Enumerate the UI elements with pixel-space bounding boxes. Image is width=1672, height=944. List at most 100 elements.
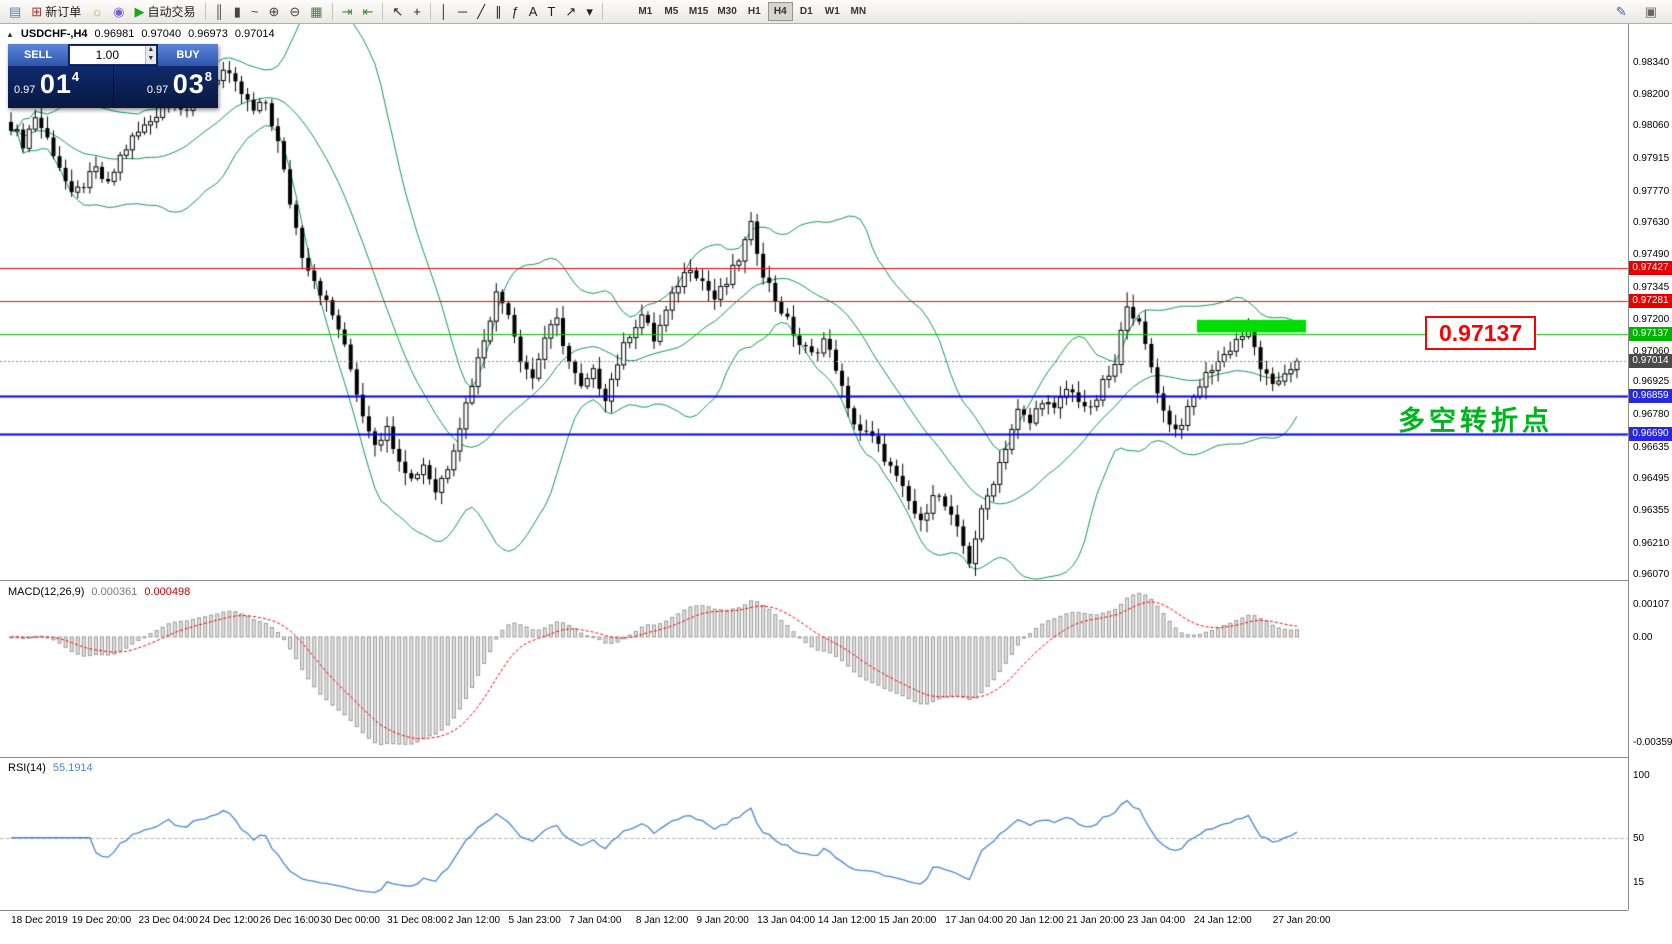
- timeframe-m1[interactable]: M1: [638, 6, 653, 17]
- auto-scroll-icon[interactable]: ⇥: [337, 2, 358, 21]
- channel-icon[interactable]: ∥: [490, 2, 507, 21]
- vertical-line-icon-glyph: │: [439, 4, 449, 19]
- new-order-button-label: 新订单: [45, 5, 82, 19]
- line-chart-icon[interactable]: ~: [246, 2, 264, 21]
- price-tick-label: 0.98200: [1633, 88, 1670, 100]
- text-icon[interactable]: A: [524, 2, 543, 21]
- time-tick-label: 17 Jan 04:00: [945, 915, 1004, 926]
- time-tick-label: 5 Jan 23:00: [508, 915, 561, 926]
- horizontal-line-icon[interactable]: ─: [453, 2, 472, 21]
- pane-splitter-rsi[interactable]: [0, 757, 1628, 758]
- expert-icon[interactable]: ☼: [86, 2, 108, 21]
- text-icon-glyph: A: [528, 4, 538, 19]
- timeframe-h4[interactable]: H4: [767, 2, 793, 21]
- ohlc-close: 0.97014: [234, 28, 275, 40]
- time-tick-label: 31 Dec 08:00: [387, 915, 447, 926]
- price-tick-label: 0.98060: [1633, 120, 1670, 132]
- timeframe-mn[interactable]: MN: [850, 6, 867, 17]
- price-tick-label: 0.96925: [1633, 376, 1670, 388]
- time-tick-label: 18 Dec 2019: [11, 915, 68, 926]
- axis-price-tag: 0.97427: [1629, 261, 1672, 276]
- chart-shift-icon-glyph: ⇤: [362, 4, 374, 19]
- pane-splitter-macd[interactable]: [0, 580, 1628, 581]
- time-tick-label: 23 Dec 04:00: [138, 915, 198, 926]
- price-tick-label: 0.97490: [1633, 248, 1670, 260]
- vertical-line-icon[interactable]: │: [435, 2, 453, 21]
- crosshair-icon-glyph: +: [413, 4, 421, 19]
- market-watch-icon[interactable]: ◉: [108, 2, 129, 21]
- one-click-panel-toggle-icon[interactable]: ▲: [6, 29, 14, 39]
- price-tick-label: 0.97060: [1633, 345, 1670, 357]
- timeframe-m5[interactable]: M5: [664, 6, 679, 17]
- channel-icon-glyph: ∥: [495, 4, 502, 19]
- fibonacci-icon[interactable]: ƒ: [507, 2, 524, 21]
- volume-down-icon[interactable]: ▼: [144, 55, 156, 64]
- rsi-name: RSI(14): [8, 762, 46, 774]
- price-tick-label: 0.97770: [1633, 185, 1670, 197]
- new-order-button[interactable]: ⊞ 新订单: [26, 0, 86, 23]
- sell-price-sup: 4: [71, 69, 80, 84]
- rsi-scale-label: 50: [1633, 832, 1645, 844]
- grid-icon[interactable]: ▣: [1640, 2, 1662, 21]
- axis-price-tag: 0.97281: [1629, 294, 1672, 309]
- volume-box: ▲ ▼: [69, 45, 157, 65]
- timeframe-h1[interactable]: H1: [747, 6, 761, 17]
- cn-annotation: 多空转折点: [1398, 406, 1553, 437]
- crosshair-icon[interactable]: +: [408, 2, 426, 21]
- timeframe-m15[interactable]: M15: [688, 6, 709, 17]
- sell-price[interactable]: 0.97 014: [8, 66, 113, 108]
- timeframe-w1[interactable]: W1: [824, 6, 840, 17]
- buy-button[interactable]: BUY: [158, 44, 218, 66]
- time-tick-label: 19 Dec 20:00: [71, 915, 132, 926]
- tile-windows-icon[interactable]: ▦: [305, 2, 327, 21]
- ohlc-high: 0.97040: [141, 28, 182, 40]
- autotrading-button-label: 自动交易: [147, 5, 196, 19]
- bar-chart-icon-glyph: ║: [214, 4, 224, 19]
- zoom-out-icon[interactable]: ⊖: [284, 2, 305, 21]
- time-axis-border: [0, 910, 1628, 911]
- time-tick-label: 27 Jan 20:00: [1272, 915, 1331, 926]
- tile-windows-icon-glyph: ▦: [310, 4, 323, 19]
- arrows-dropdown-icon[interactable]: ▾: [581, 2, 598, 21]
- axis-price-tag: 0.96690: [1629, 427, 1672, 442]
- pencil-icon[interactable]: ✎: [1611, 2, 1632, 21]
- candlestick-chart-icon[interactable]: ▮: [229, 2, 246, 21]
- time-tick-label: 21 Jan 20:00: [1066, 915, 1125, 926]
- label-icon[interactable]: T: [542, 2, 560, 21]
- volume-up-icon[interactable]: ▲: [144, 46, 156, 55]
- timeframe-m30[interactable]: M30: [717, 6, 737, 17]
- time-tick-label: 15 Jan 20:00: [878, 915, 937, 926]
- expert-icon-glyph: ☼: [91, 4, 104, 19]
- cursor-icon[interactable]: ↖: [387, 2, 408, 21]
- zoom-in-icon[interactable]: ⊕: [263, 2, 284, 21]
- cursor-icon-glyph: ↖: [392, 4, 404, 19]
- trendline-icon[interactable]: ╱: [472, 2, 490, 21]
- bar-chart-icon[interactable]: ║: [210, 2, 229, 21]
- axis-price-tag: 0.97014: [1629, 354, 1672, 369]
- price-tick-label: 0.98340: [1633, 57, 1670, 69]
- time-tick-label: 14 Jan 12:00: [817, 915, 876, 926]
- zoom-out-icon-glyph: ⊖: [289, 4, 301, 19]
- arrows-tool-icon[interactable]: ↗: [560, 2, 581, 21]
- chart-window-icon[interactable]: ▤: [4, 2, 26, 21]
- volume-input[interactable]: [70, 46, 145, 64]
- buy-price-sup: 8: [204, 69, 212, 84]
- ohlc-low: 0.96973: [188, 28, 228, 40]
- buy-price[interactable]: 0.97 038: [112, 66, 219, 108]
- macd-scale-label: 0.00107: [1633, 598, 1670, 610]
- price-tick-label: 0.96355: [1633, 505, 1670, 517]
- price-tick-label: 0.96210: [1633, 537, 1670, 549]
- macd-value: 0.000361: [91, 586, 138, 598]
- price-tick-label: 0.96070: [1633, 569, 1670, 581]
- autotrading-button[interactable]: ▶ 自动交易: [129, 0, 200, 23]
- time-tick-label: 26 Dec 16:00: [259, 915, 320, 926]
- sell-price-small: 0.97: [14, 84, 36, 96]
- macd-name: MACD(12,26,9): [8, 586, 85, 598]
- buy-price-small: 0.97: [146, 84, 169, 96]
- timeframe-d1[interactable]: D1: [799, 6, 813, 17]
- rsi-scale-label: 100: [1633, 770, 1650, 782]
- sell-button[interactable]: SELL: [8, 44, 68, 66]
- candlestick-chart-icon-glyph: ▮: [233, 4, 241, 19]
- chart-shift-icon[interactable]: ⇤: [357, 2, 378, 21]
